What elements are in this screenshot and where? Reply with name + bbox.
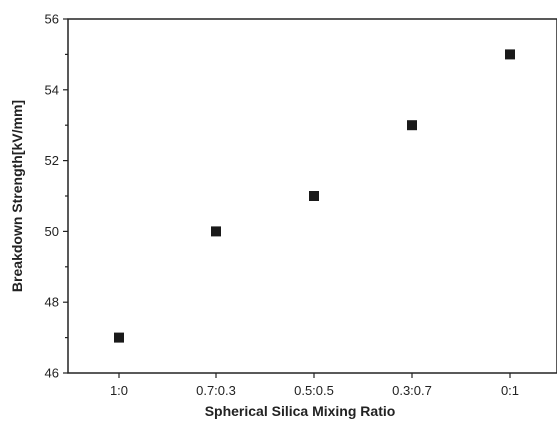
data-point xyxy=(407,120,417,131)
y-axis-title: Breakdown Strength[kV/mm] xyxy=(9,100,25,292)
y-tick-label: 46 xyxy=(45,366,59,381)
y-tick-label: 50 xyxy=(45,224,59,239)
x-axis-ticks: 1:0 0.7:0.3 0.5:0.5 0.3:0.7 0:1 xyxy=(110,373,519,398)
y-axis-ticks: 46 48 50 52 54 56 xyxy=(45,12,68,381)
x-tick-label: 1:0 xyxy=(110,383,128,398)
y-tick-label: 54 xyxy=(45,82,59,97)
x-tick-label: 0:1 xyxy=(501,383,519,398)
data-point xyxy=(114,332,124,343)
y-tick-label: 52 xyxy=(45,153,59,168)
x-tick-label: 0.5:0.5 xyxy=(294,383,334,398)
y-tick-label: 56 xyxy=(45,12,59,27)
x-tick-label: 0.3:0.7 xyxy=(392,383,432,398)
x-tick-label: 0.7:0.3 xyxy=(196,383,236,398)
data-point xyxy=(505,49,515,60)
data-point xyxy=(309,191,319,201)
data-point xyxy=(211,226,221,237)
x-axis-title: Spherical Silica Mixing Ratio xyxy=(205,403,396,419)
data-points xyxy=(114,49,515,343)
y-tick-label: 48 xyxy=(45,295,59,310)
